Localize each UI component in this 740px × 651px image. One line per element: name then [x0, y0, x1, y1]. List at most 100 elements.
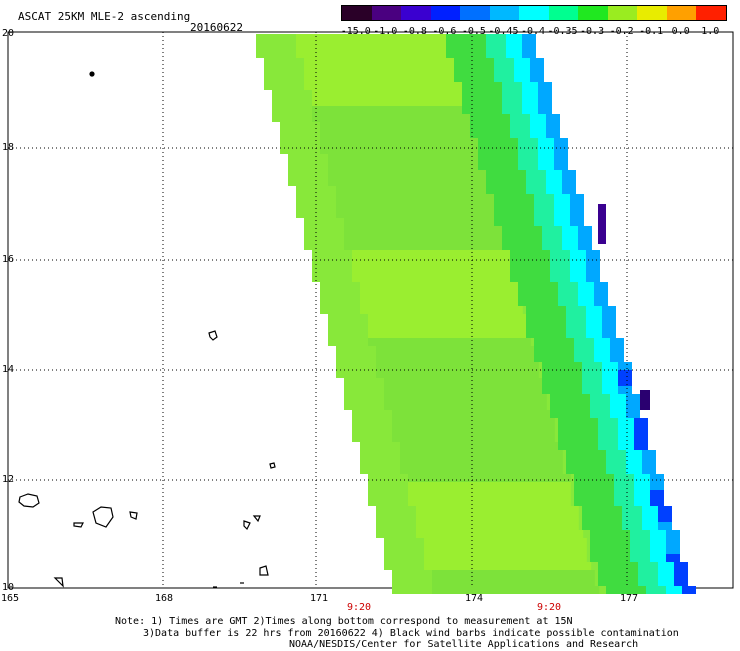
swath-band: [470, 114, 510, 122]
swath-band: [534, 338, 574, 346]
swath-patch: [368, 338, 531, 346]
lon-label-171: 171: [310, 593, 329, 604]
island-outline: [53, 577, 64, 588]
swath-edge-band: [554, 210, 570, 218]
colorbar-swatch: [548, 6, 579, 20]
colorbar-swatch: [607, 6, 638, 20]
swath-edge-band: [638, 570, 662, 578]
swath-edge-band: [602, 330, 616, 338]
swath-edge-band: [566, 314, 590, 322]
swath-band: [454, 58, 494, 66]
swath-edge-band: [566, 322, 590, 330]
island-outline: [243, 520, 251, 531]
swath-edge-band: [610, 338, 624, 346]
swath-band: [574, 490, 614, 498]
swath-edge-band: [650, 538, 666, 546]
swath-patch: [352, 258, 511, 266]
swath-edge-band: [550, 250, 574, 258]
swath-band: [550, 410, 590, 418]
swath-edge-band: [594, 338, 610, 346]
swath-edge-band: [494, 58, 518, 66]
lat-lon-grid: [8, 32, 733, 588]
note-line-1: Note: 1) Times are GMT 2)Times along bot…: [115, 616, 573, 627]
island-outline: [259, 565, 269, 576]
swath-edge-band: [538, 162, 554, 170]
lon-label-165: 165: [1, 593, 20, 604]
swath-patch: [344, 218, 498, 226]
swath-patch: [392, 418, 555, 426]
island-outline: [269, 462, 276, 469]
swath-band: [454, 74, 494, 82]
map-date: 20160622: [190, 21, 243, 34]
lat-label-14: 14: [2, 364, 15, 375]
swath-edge-band: [590, 402, 614, 410]
swath-edge-band: [578, 242, 592, 250]
swath-band: [574, 474, 614, 482]
swath-band: [486, 170, 526, 178]
swath-patch: [360, 282, 519, 290]
swath-edge-band: [486, 34, 510, 42]
note-line-3: NOAA/NESDIS/Center for Satellite Applica…: [289, 639, 639, 650]
swath-patch: [384, 394, 547, 402]
swath-edge-band: [634, 482, 650, 490]
swath-edge-band: [586, 314, 602, 322]
swath-edge-band: [682, 586, 696, 594]
swath-edge-band: [534, 210, 558, 218]
swath-edge-band: [538, 82, 552, 90]
swath-edge-band: [626, 410, 640, 418]
swath-band: [590, 530, 630, 538]
swath-patch: [344, 234, 503, 242]
swath-edge-band: [602, 378, 618, 386]
swath-band: [446, 34, 486, 42]
swath-edge-band: [614, 498, 638, 506]
swath-edge-band: [634, 498, 650, 506]
swath-edge-band: [570, 202, 584, 210]
swath-band: [534, 354, 574, 362]
swath-band: [462, 82, 502, 90]
swath-edge-band: [514, 74, 530, 82]
plot-frame: [7, 31, 734, 589]
swath-edge-band: [582, 386, 606, 394]
island-outline: [73, 522, 84, 528]
swath-edge-band: [650, 554, 666, 562]
swath-patch: [352, 274, 511, 282]
swath-patch: [376, 362, 539, 370]
swath-edge-band: [506, 50, 522, 58]
swath-patch: [320, 146, 479, 154]
swath-edge-band: [558, 290, 582, 298]
swath-edge-band: [566, 306, 590, 314]
swath-band: [478, 138, 518, 146]
swath-edge-band: [642, 506, 658, 514]
swath-edge-band: [554, 138, 568, 146]
colorbar-swatch: [489, 6, 520, 20]
swath-band: [590, 538, 630, 546]
swath-patch: [416, 514, 579, 522]
swath-edge-band: [626, 394, 640, 402]
swath-edge-band: [542, 242, 566, 250]
swath-band: [446, 50, 486, 58]
swath-band: [542, 370, 582, 378]
lat-label-20: 20: [2, 28, 15, 39]
swath-edge-band: [590, 410, 614, 418]
map-title: ASCAT 25KM MLE-2 ascending: [18, 10, 191, 23]
swath-edge-band: [518, 138, 542, 146]
swath-patch: [360, 298, 519, 306]
swath-edge-band: [530, 74, 544, 82]
swath-edge-band: [618, 386, 632, 394]
swath-edge-band: [546, 114, 560, 122]
swath-band: [590, 554, 630, 562]
swath-edge-band: [578, 234, 592, 242]
swath-edge-band: [550, 266, 574, 274]
swath-band: [462, 106, 502, 114]
swath-band: [550, 394, 590, 402]
swath-edge-band: [578, 226, 592, 234]
swath-edge-band: [586, 322, 602, 330]
swath-band: [510, 250, 550, 258]
swath-patch: [376, 354, 535, 362]
swath-edge-band: [614, 474, 638, 482]
lat-label-10: 10: [2, 582, 15, 593]
colorbar: [341, 5, 727, 21]
swath-patch: [400, 450, 563, 458]
colorbar-swatch: [637, 6, 667, 20]
